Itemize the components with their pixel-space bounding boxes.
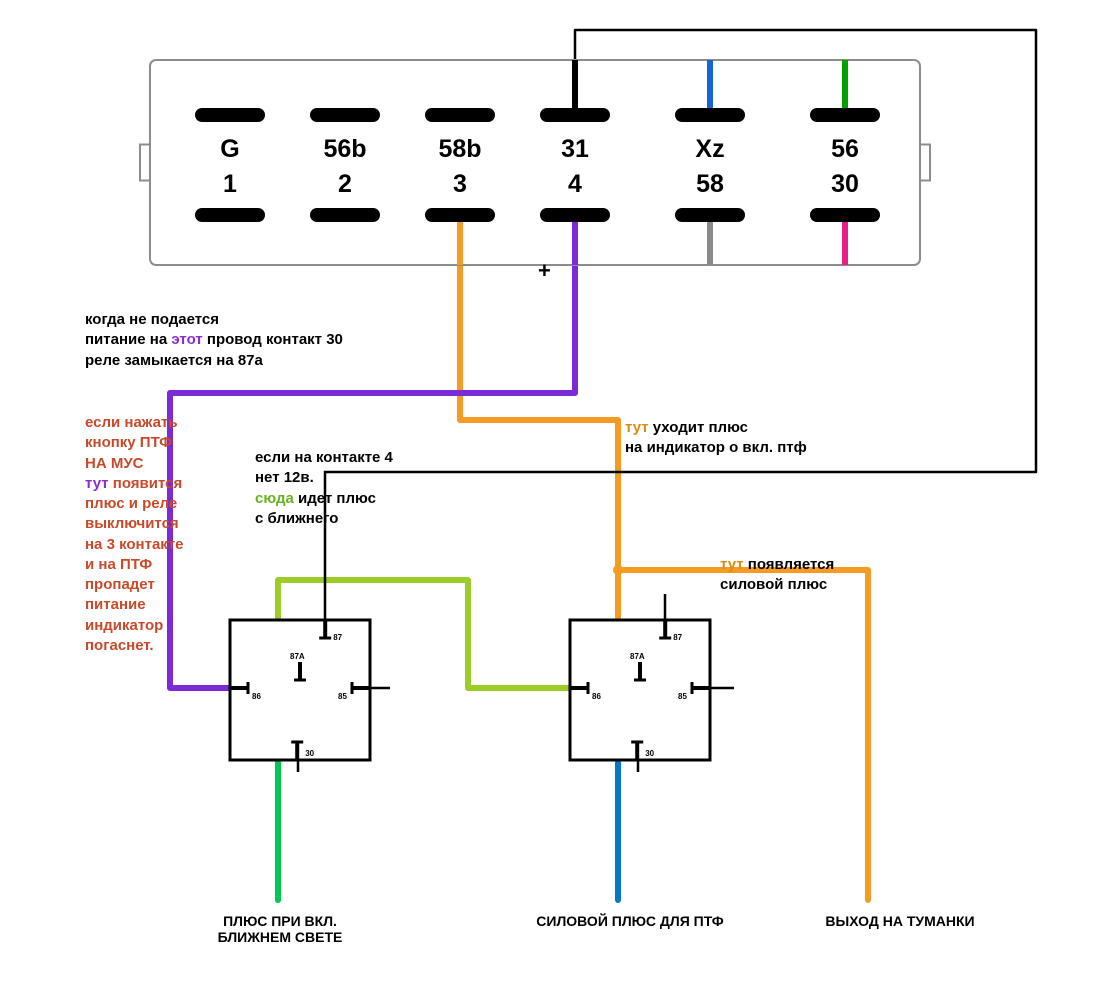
svg-text:86: 86 bbox=[592, 692, 601, 701]
connector-pin-label-top-0: G bbox=[190, 135, 270, 164]
connector-pin-label-top-2: 58b bbox=[420, 135, 500, 164]
connector-pin-label-bot-1: 2 bbox=[305, 170, 385, 199]
connector-pin-label-bot-0: 1 bbox=[190, 170, 270, 199]
label-fog-output: ВЫХОД НА ТУМАНКИ bbox=[770, 913, 1030, 929]
svg-text:30: 30 bbox=[645, 749, 654, 758]
connector-pin-label-top-1: 56b bbox=[305, 135, 385, 164]
connector-pin-label-top-5: 56 bbox=[805, 135, 885, 164]
svg-text:87A: 87A bbox=[630, 652, 645, 661]
svg-text:85: 85 bbox=[678, 692, 687, 701]
connector-pin-label-bot-3: 4 bbox=[535, 170, 615, 199]
connector-pin-label-top-3: 31 bbox=[535, 135, 615, 164]
connector-pin-label-bot-2: 3 bbox=[420, 170, 500, 199]
note-power-30: когда не подаетсяпитание на этот провод … bbox=[85, 310, 415, 371]
plus-label: + bbox=[538, 258, 551, 284]
svg-text:87A: 87A bbox=[290, 652, 305, 661]
note-indicator-out: тут уходит плюсна индикатор о вкл. птф bbox=[625, 418, 885, 459]
note-contact4: если на контакте 4нет 12в.сюда идет плюс… bbox=[255, 448, 455, 529]
label-lowbeam-plus: ПЛЮС ПРИ ВКЛ.БЛИЖНЕМ СВЕТЕ bbox=[180, 913, 380, 945]
svg-text:87: 87 bbox=[333, 633, 342, 642]
connector-pin-label-top-4: Xz bbox=[670, 135, 750, 164]
svg-text:30: 30 bbox=[305, 749, 314, 758]
note-power-plus: тут появляетсясиловой плюс bbox=[720, 555, 920, 596]
connector-pin-label-bot-4: 58 bbox=[670, 170, 750, 199]
connector-pin-label-bot-5: 30 bbox=[805, 170, 885, 199]
svg-text:85: 85 bbox=[338, 692, 347, 701]
svg-text:86: 86 bbox=[252, 692, 261, 701]
label-ptf-power: СИЛОВОЙ ПЛЮС ДЛЯ ПТФ bbox=[500, 913, 760, 929]
svg-text:87: 87 bbox=[673, 633, 682, 642]
note-ptf-button: если нажатькнопку ПТФНА МУСтут появитсяп… bbox=[85, 413, 245, 656]
diagram-stage: 86 85 87A 87 30 86 85 87A 87 30 G 1 56b 2 58b 3 31 4 Xz 58… bbox=[0, 0, 1095, 990]
